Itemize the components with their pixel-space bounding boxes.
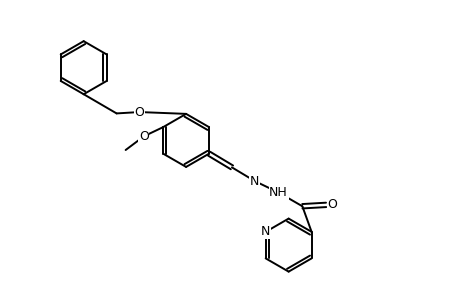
Text: N: N bbox=[260, 225, 270, 239]
Text: NH: NH bbox=[269, 186, 287, 199]
Text: O: O bbox=[134, 106, 144, 118]
Text: O: O bbox=[139, 130, 149, 143]
Text: O: O bbox=[326, 198, 336, 212]
Text: N: N bbox=[250, 175, 259, 188]
